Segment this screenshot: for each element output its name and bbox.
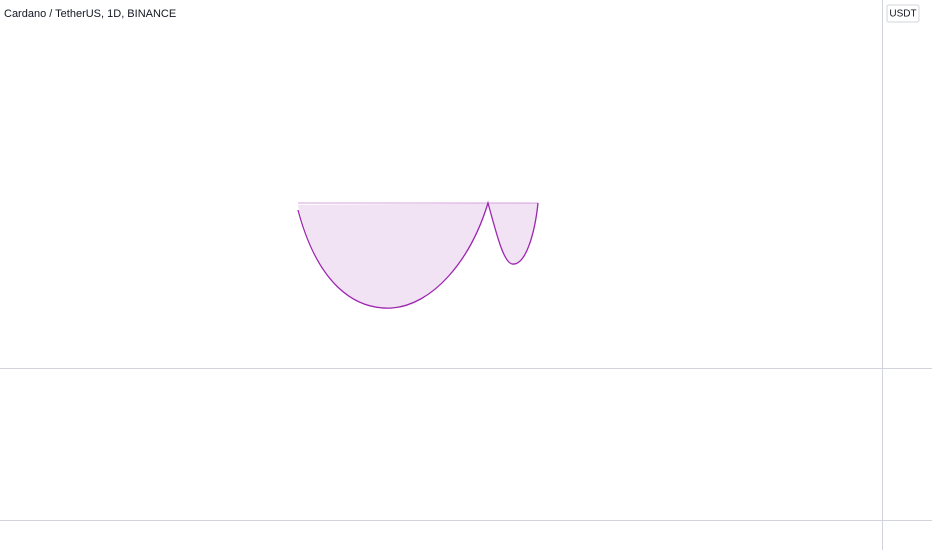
cup-curve <box>297 200 539 309</box>
unit-label: USDT <box>889 9 916 20</box>
chart-title: Cardano / TetherUS, 1D, BINANCE <box>4 8 176 20</box>
unit-box <box>886 4 920 23</box>
